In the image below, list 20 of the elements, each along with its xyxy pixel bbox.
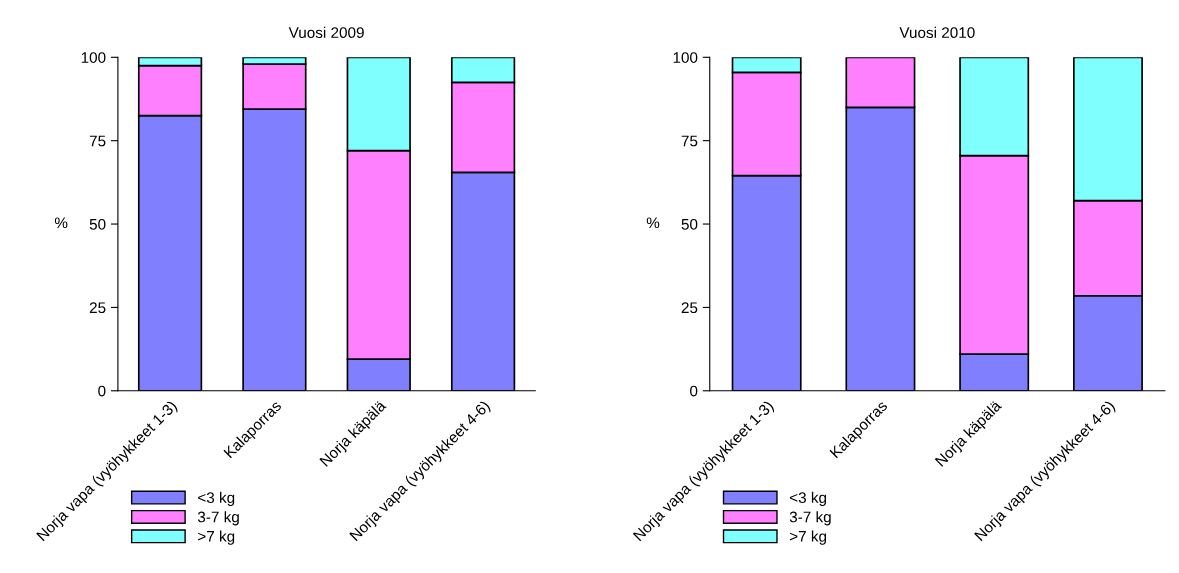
y-tick-label: 75 (89, 135, 106, 147)
y-tick-label: 50 (89, 218, 106, 230)
legend-label: 3-7 kg (197, 511, 239, 526)
y-tick-label: 50 (681, 218, 698, 230)
y-tick-label: 0 (98, 385, 106, 397)
legend-label: 3-7 kg (789, 511, 831, 526)
y-tick-label: 75 (681, 135, 698, 147)
y-tick-label: 0 (690, 385, 698, 397)
chart-title: Vuosi 2009 (288, 26, 364, 39)
y-tick-label: 100 (81, 52, 106, 63)
y-tick-label: 25 (89, 302, 106, 314)
y-axis-title: % (54, 217, 68, 229)
y-axis-title: % (646, 217, 660, 229)
chart-title: Vuosi 2010 (899, 26, 975, 39)
y-tick-label: 25 (681, 302, 698, 314)
legend-label: <3 kg (789, 491, 827, 507)
legend-label: >7 kg (198, 530, 235, 545)
legend-label: <3 kg (198, 491, 235, 507)
y-tick-label: 100 (673, 52, 698, 63)
legend-label: >7 kg (789, 530, 827, 545)
